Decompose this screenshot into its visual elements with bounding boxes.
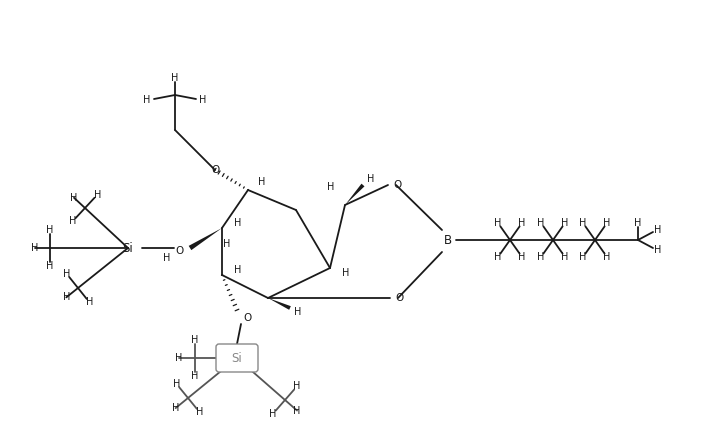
Text: H: H	[192, 335, 199, 345]
FancyBboxPatch shape	[216, 344, 258, 372]
Text: H: H	[93, 190, 101, 200]
Text: H: H	[367, 174, 375, 184]
Text: H: H	[518, 252, 526, 262]
Text: H: H	[46, 225, 53, 235]
Text: H: H	[293, 382, 300, 392]
Text: H: H	[234, 218, 241, 228]
Text: H: H	[654, 225, 662, 235]
Text: H: H	[164, 253, 171, 263]
Text: H: H	[70, 193, 78, 203]
Text: H: H	[223, 239, 231, 249]
Text: H: H	[192, 371, 199, 381]
Text: B: B	[444, 233, 452, 246]
Text: H: H	[635, 218, 642, 228]
Polygon shape	[268, 298, 291, 310]
Text: H: H	[579, 252, 587, 262]
Text: H: H	[143, 95, 151, 105]
Text: O: O	[176, 246, 184, 256]
Text: H: H	[537, 218, 545, 228]
Text: H: H	[562, 218, 569, 228]
Text: H: H	[537, 252, 545, 262]
Text: H: H	[173, 379, 180, 389]
Text: Si: Si	[232, 351, 242, 364]
Text: H: H	[518, 218, 526, 228]
Text: H: H	[171, 73, 179, 83]
Text: H: H	[234, 265, 241, 275]
Text: H: H	[62, 292, 70, 302]
Text: H: H	[327, 182, 335, 192]
Text: H: H	[294, 307, 302, 317]
Polygon shape	[345, 184, 364, 205]
Text: O: O	[394, 180, 402, 190]
Text: H: H	[69, 216, 77, 226]
Text: H: H	[654, 245, 662, 255]
Text: H: H	[32, 243, 39, 253]
Text: H: H	[270, 409, 277, 419]
Text: H: H	[199, 95, 206, 105]
Text: H: H	[258, 177, 265, 187]
Text: H: H	[63, 269, 70, 279]
Polygon shape	[189, 228, 222, 250]
Text: O: O	[396, 293, 404, 303]
Text: H: H	[46, 261, 53, 271]
Text: H: H	[293, 406, 300, 416]
Text: O: O	[211, 165, 219, 175]
Text: H: H	[343, 268, 350, 278]
Text: H: H	[579, 218, 587, 228]
Text: H: H	[86, 297, 93, 307]
Text: H: H	[494, 252, 502, 262]
Text: H: H	[196, 407, 203, 417]
Text: Si: Si	[123, 242, 133, 254]
Text: H: H	[172, 403, 179, 413]
Text: H: H	[562, 252, 569, 262]
Text: O: O	[243, 313, 251, 323]
Text: H: H	[176, 353, 183, 363]
Text: H: H	[494, 218, 502, 228]
Text: H: H	[603, 218, 611, 228]
Text: H: H	[603, 252, 611, 262]
